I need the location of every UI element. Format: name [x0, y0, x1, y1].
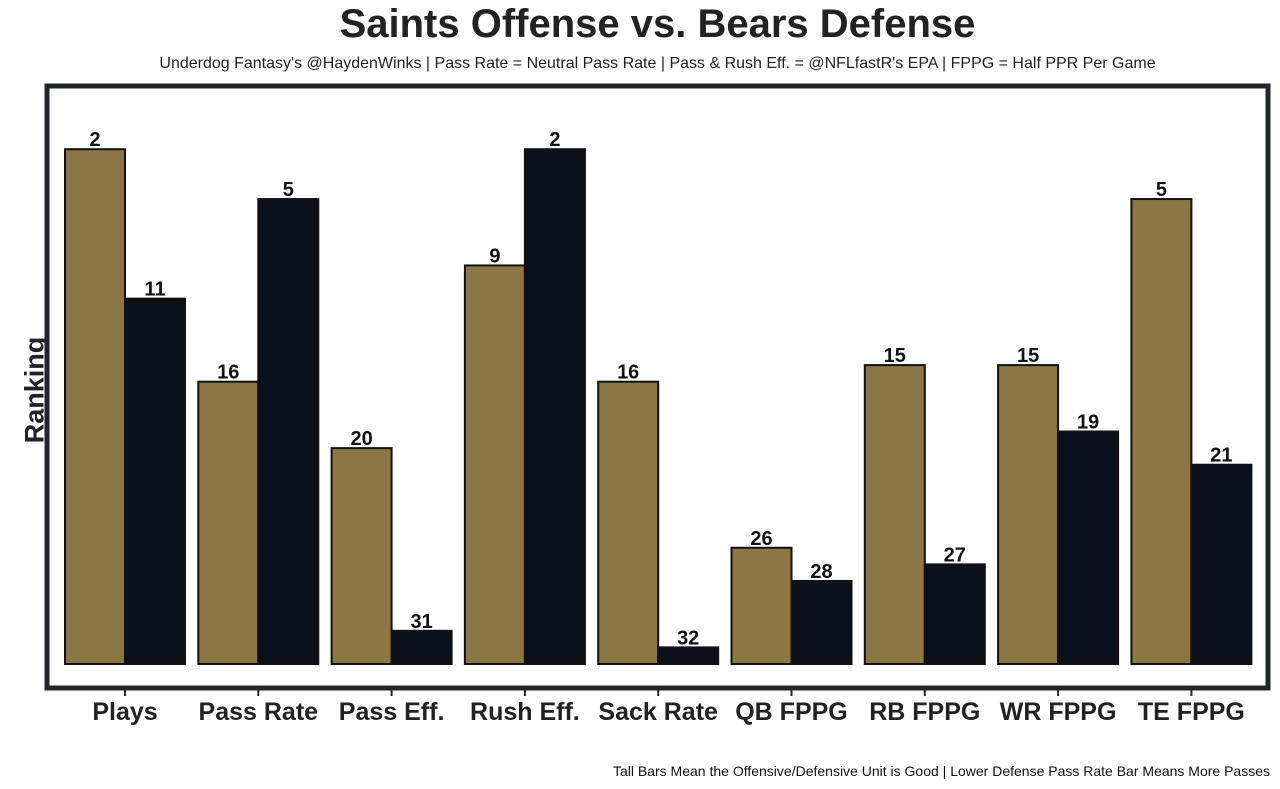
bar	[730, 546, 793, 665]
data-label: 2	[549, 129, 560, 151]
x-tick-label: TE FPPG	[1138, 698, 1245, 726]
bar	[257, 198, 320, 665]
bar	[330, 447, 393, 665]
x-tick-label: Pass Rate	[199, 698, 319, 726]
data-label: 15	[1017, 345, 1039, 367]
x-tick-label: WR FPPG	[1000, 698, 1117, 726]
bar	[124, 297, 186, 665]
data-label: 31	[410, 611, 432, 633]
bar	[790, 579, 853, 666]
bar	[1130, 198, 1193, 665]
bar	[1057, 430, 1120, 665]
bar	[997, 364, 1060, 665]
data-label: 28	[810, 561, 832, 583]
bar	[64, 148, 126, 666]
bar	[463, 264, 526, 665]
data-label: 16	[217, 362, 239, 384]
x-tick-label: QB FPPG	[735, 698, 848, 726]
data-label: 16	[617, 362, 639, 384]
bar	[523, 148, 586, 666]
bar	[197, 380, 260, 665]
chart-subtitle: Underdog Fantasy's @HaydenWinks | Pass R…	[159, 55, 1156, 72]
data-label: 15	[884, 345, 906, 367]
data-label: 21	[1210, 445, 1232, 467]
bar	[390, 629, 453, 666]
bar	[1190, 463, 1253, 665]
chart-footnote: Tall Bars Mean the Offensive/Defensive U…	[612, 763, 1270, 779]
data-label: 9	[489, 245, 500, 267]
data-label: 19	[1077, 412, 1099, 434]
data-label: 11	[144, 279, 165, 301]
x-tick-label: Pass Eff.	[339, 698, 445, 726]
chart-title: Saints Offense vs. Bears Defense	[339, 2, 976, 46]
data-label: 5	[283, 179, 294, 201]
x-tick-label: Rush Eff.	[470, 698, 580, 726]
x-tick-label: Sack Rate	[598, 698, 718, 726]
data-label: 2	[89, 129, 100, 151]
data-label: 26	[750, 528, 772, 550]
x-tick-label: RB FPPG	[869, 698, 980, 726]
bar	[657, 646, 720, 665]
bar	[923, 563, 986, 666]
data-label: 20	[350, 428, 372, 450]
data-label: 5	[1156, 179, 1167, 201]
x-tick-label: Plays	[92, 698, 157, 726]
bar	[597, 380, 660, 665]
bar	[863, 364, 926, 665]
data-label: 32	[677, 627, 699, 649]
data-label: 27	[944, 544, 966, 566]
